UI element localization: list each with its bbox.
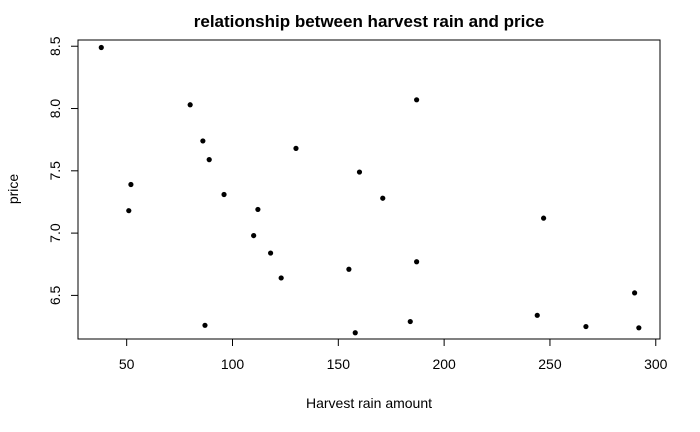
plot-frame (77, 39, 661, 340)
x-axis: 50 100 150 200 250 300 (119, 338, 668, 372)
data-point (407, 318, 413, 325)
y-axis-label: price (5, 174, 21, 205)
chart-title: relationship between harvest rain and pr… (194, 12, 545, 31)
data-point (267, 250, 274, 256)
data-point (414, 97, 420, 103)
data-point (293, 145, 299, 151)
x-tick-label: 300 (644, 356, 668, 372)
data-point (414, 259, 420, 265)
x-tick-label: 250 (538, 356, 562, 372)
data-point (534, 312, 540, 318)
data-point (98, 44, 104, 51)
data-point (255, 206, 261, 213)
data-point (187, 102, 193, 108)
data-point (278, 275, 284, 281)
data-point (541, 215, 547, 221)
data-point (636, 325, 642, 331)
data-point (126, 208, 132, 214)
data-point (380, 195, 386, 201)
data-point (221, 191, 227, 198)
y-tick-label: 7.0 (47, 223, 63, 243)
data-point (583, 323, 589, 330)
x-tick-label: 150 (327, 356, 351, 372)
data-point (632, 290, 638, 296)
data-point (346, 266, 352, 272)
y-tick-label: 8.0 (47, 99, 63, 119)
y-tick-label: 7.5 (47, 161, 63, 181)
x-tick-label: 50 (119, 356, 135, 372)
y-axis: 6.5 7.0 7.5 8.0 8.5 (47, 36, 79, 305)
y-tick-label: 8.5 (47, 36, 63, 56)
data-point (206, 157, 212, 163)
x-tick-label: 100 (221, 356, 245, 372)
data-points (98, 44, 642, 336)
x-axis-label: Harvest rain amount (306, 395, 432, 411)
data-point (128, 181, 134, 188)
x-tick-label: 200 (432, 356, 456, 372)
data-point (200, 138, 206, 144)
data-point (202, 322, 208, 328)
y-tick-label: 6.5 (47, 285, 63, 305)
data-point (356, 169, 363, 175)
data-point (352, 330, 358, 336)
data-point (251, 232, 257, 239)
